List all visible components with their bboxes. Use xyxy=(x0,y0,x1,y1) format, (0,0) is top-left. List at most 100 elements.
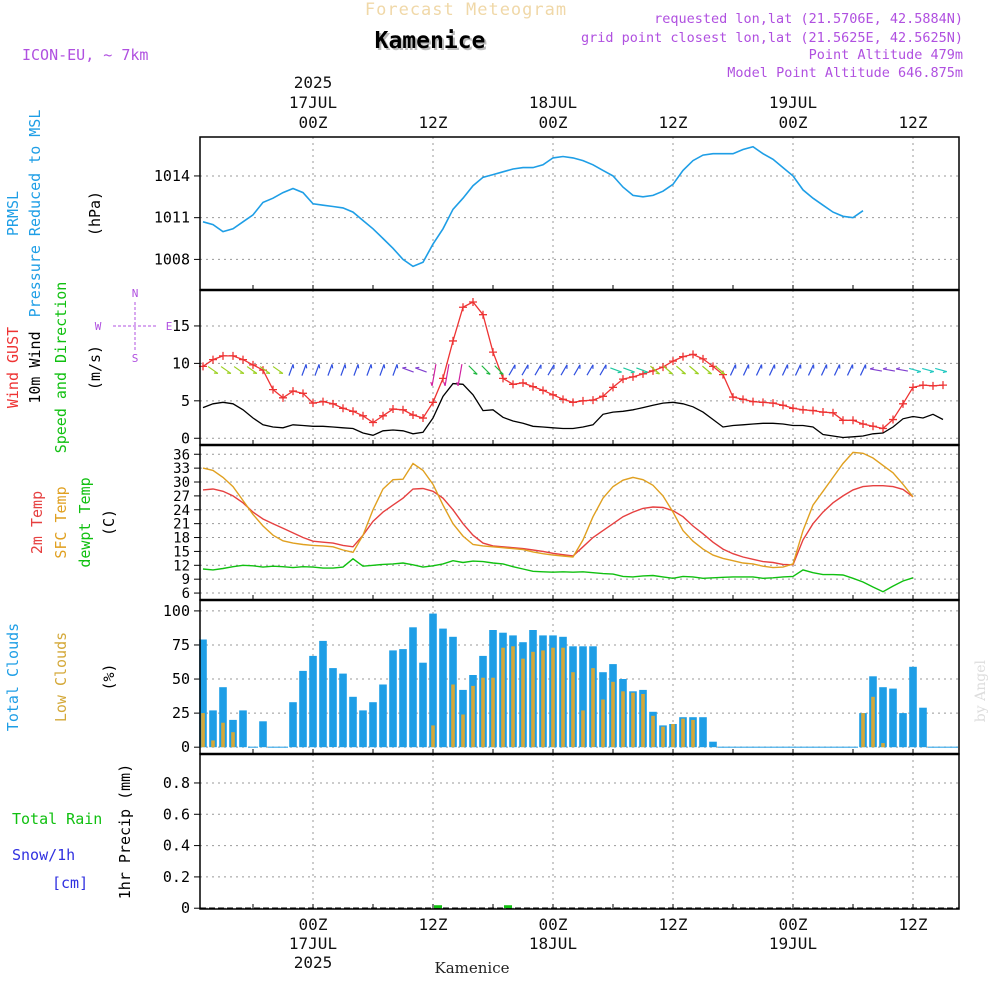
gust-marker xyxy=(859,420,867,429)
wind-direction-arrow xyxy=(623,367,635,373)
wind-direction-arrow xyxy=(781,364,789,376)
wind-direction-arrow xyxy=(833,364,841,376)
wind-arrow-head xyxy=(668,372,673,375)
gust-marker xyxy=(369,418,377,427)
top-time-label: 12Z xyxy=(899,113,928,132)
wind-arrow-head xyxy=(707,372,712,375)
low-cloud-bar xyxy=(221,722,225,748)
wind-arrow-head xyxy=(318,364,321,369)
wind-arrow-head xyxy=(402,366,407,369)
y-tick-label: 0.2 xyxy=(163,868,190,886)
bottom-time-label: 12Z xyxy=(899,915,928,934)
y-tick-label: 36 xyxy=(173,447,190,463)
gust-marker xyxy=(429,398,437,407)
total-cloud-bar xyxy=(339,673,347,748)
gust-marker xyxy=(319,397,327,406)
gust-marker xyxy=(289,387,297,396)
temperature-ylabel: dewpt Temp xyxy=(76,477,94,567)
bottom-time-label: 12Z xyxy=(419,915,448,934)
wind-arrow-head xyxy=(396,364,399,369)
y-tick-label: 12 xyxy=(173,558,190,574)
gust-marker xyxy=(789,404,797,413)
total-cloud-bar xyxy=(319,640,327,748)
wind-direction-arrow xyxy=(314,364,320,376)
total-cloud-bar xyxy=(919,707,927,748)
wind-direction-arrow xyxy=(220,366,232,374)
y-tick-label: 0 xyxy=(181,738,190,756)
low-cloud-bar xyxy=(861,713,865,748)
footer-place: Kamenice xyxy=(435,959,510,977)
wind-direction-arrow xyxy=(702,365,712,375)
low-cloud-bar xyxy=(671,724,675,748)
low-cloud-bar xyxy=(451,684,455,748)
top-time-label: 2025 xyxy=(294,73,333,92)
wind-arrow-head xyxy=(292,364,295,369)
gust-marker xyxy=(899,399,907,408)
low-cloud-bar xyxy=(551,647,555,748)
gust-marker xyxy=(599,392,607,401)
top-time-label: 00Z xyxy=(779,113,808,132)
gust-marker xyxy=(399,405,407,414)
gust-marker xyxy=(249,360,257,369)
wind-arrow-head xyxy=(344,364,347,369)
wind-direction-arrow xyxy=(402,367,414,373)
wind-panel: 0 5 10 15 N S W E Wind GUST 10m Wind Speed and Dir… xyxy=(4,282,960,454)
gust-marker xyxy=(309,399,317,408)
gust-marker xyxy=(929,381,937,390)
gust-marker xyxy=(839,416,847,425)
low-cloud-bar xyxy=(511,646,515,748)
gust-marker xyxy=(579,396,587,405)
y-tick-label: 30 xyxy=(173,475,190,491)
gust-marker xyxy=(479,310,487,319)
wind-direction-arrow xyxy=(301,364,307,376)
wind-direction-arrow xyxy=(755,364,763,376)
wind-arrow-head xyxy=(456,381,459,387)
wind-direction-arrow xyxy=(353,364,359,376)
wind-direction-arrow xyxy=(233,366,245,374)
gust-marker xyxy=(619,375,627,384)
wind-direction-arrow xyxy=(663,365,673,375)
low-cloud-bar xyxy=(481,677,485,748)
gust-marker xyxy=(349,407,357,416)
bottom-time-label: 00Z xyxy=(779,915,808,934)
gust-marker xyxy=(239,355,247,364)
gust-marker xyxy=(639,369,647,378)
total-cloud-bar xyxy=(579,646,587,748)
gust-marker xyxy=(799,405,807,414)
gust-marker xyxy=(629,372,637,381)
low-cloud-bar xyxy=(501,647,505,748)
gust-marker xyxy=(419,414,427,423)
wind-direction-arrow xyxy=(935,367,947,373)
gust-marker xyxy=(229,351,237,360)
top-time-label: 12Z xyxy=(419,113,448,132)
total-cloud-bar xyxy=(379,684,387,748)
wind-direction-arrow xyxy=(895,368,909,372)
total-cloud-bar xyxy=(399,649,407,748)
wind-ylabel: Speed and Direction xyxy=(52,282,70,454)
snow-unit: [cm] xyxy=(52,874,88,892)
wind-arrow-head xyxy=(617,371,622,374)
header: Forecast Meteogram Kamenice Kamenice ICO… xyxy=(22,0,989,977)
total-cloud-bar xyxy=(899,713,907,748)
meteogram-label: Forecast Meteogram xyxy=(365,0,567,20)
wind-direction-arrow xyxy=(327,364,333,376)
precip-ylabel: 1hr Precip (mm) xyxy=(116,764,134,899)
top-time-label: 18JUL xyxy=(529,93,577,112)
y-tick-label: 0.6 xyxy=(163,805,190,823)
total-cloud-bar xyxy=(349,696,357,748)
gust-marker xyxy=(669,357,677,366)
low-cloud-bar xyxy=(431,725,435,748)
wind-arrow-head xyxy=(643,371,648,374)
low-cloud-bar xyxy=(541,650,545,748)
total-cloud-bar xyxy=(889,688,897,748)
low-cloud-bar xyxy=(601,699,605,748)
gust-marker xyxy=(409,411,417,420)
wind-direction-arrow xyxy=(573,364,581,376)
wind-direction-arrow xyxy=(468,365,478,375)
y-tick-label: 0 xyxy=(181,429,190,447)
total-cloud-bar xyxy=(699,717,707,748)
gust-marker xyxy=(869,422,877,431)
place-title: Kamenice xyxy=(375,28,486,54)
y-tick-label: 0.8 xyxy=(163,774,190,792)
